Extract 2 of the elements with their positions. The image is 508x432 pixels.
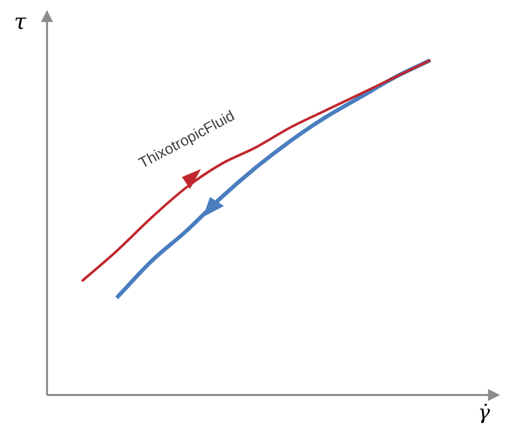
y-axis-title: τ	[14, 10, 26, 35]
x-axis-title: γ̇	[478, 400, 490, 424]
